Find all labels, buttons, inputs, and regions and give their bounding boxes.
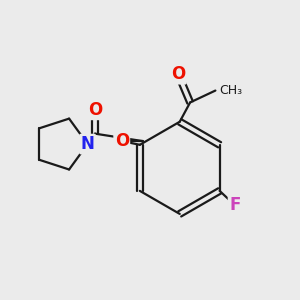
- Text: N: N: [81, 135, 94, 153]
- Text: O: O: [88, 101, 102, 119]
- Text: O: O: [171, 65, 185, 83]
- Text: O: O: [115, 132, 129, 150]
- Text: CH₃: CH₃: [219, 84, 242, 97]
- Text: F: F: [229, 196, 240, 214]
